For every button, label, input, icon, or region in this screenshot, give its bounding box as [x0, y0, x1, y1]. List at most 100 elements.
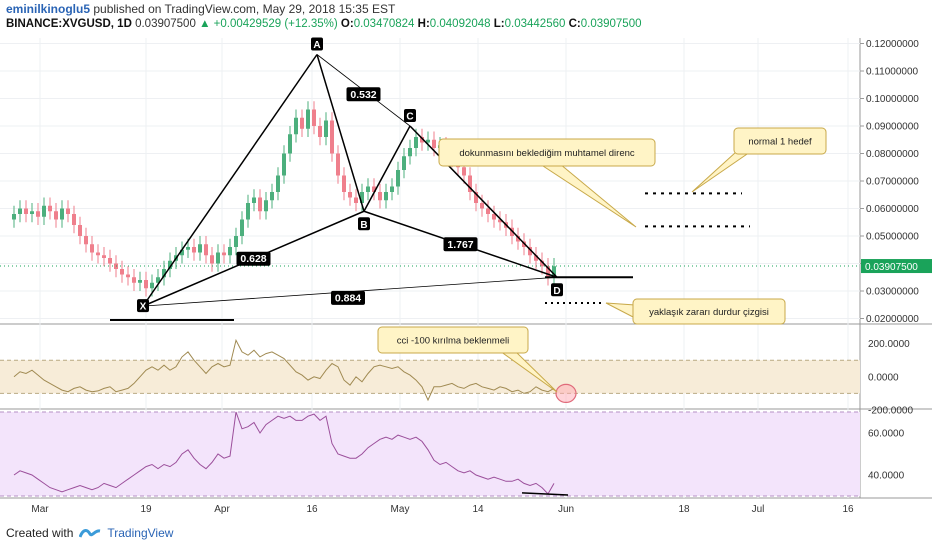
- candle-body: [420, 137, 424, 143]
- candle-body: [78, 225, 82, 236]
- tradingview-logo-icon: [79, 529, 101, 538]
- candle-body: [276, 175, 280, 192]
- candle-body: [324, 120, 328, 137]
- candle-body: [138, 280, 142, 283]
- candle-body: [96, 252, 100, 256]
- price-change: +0.00429529 (+12.35%): [213, 18, 338, 30]
- callout-cci: cci -100 kırılma beklenmeli: [377, 326, 558, 393]
- cci-y-tick-label: 0.0000: [868, 372, 899, 383]
- callout-resistance-text: dokunmasını beklediğim muhtamel direnc: [459, 148, 635, 159]
- candle-body: [258, 197, 262, 212]
- candle-body: [384, 192, 388, 201]
- candle-body: [60, 208, 64, 220]
- point-label-x: X: [140, 302, 147, 313]
- last-price: 0.03907500: [135, 18, 196, 30]
- candle-body: [42, 205, 46, 217]
- candle-body: [342, 175, 346, 192]
- candle-body: [270, 192, 274, 201]
- candle-body: [264, 200, 268, 212]
- rsi-y-tick-label: 40.0000: [868, 471, 905, 482]
- point-marker-a: [311, 37, 323, 51]
- y-tick-label: 0.06000000: [866, 204, 919, 215]
- point-marker-b: [358, 217, 370, 231]
- x-tick-label: 14: [472, 504, 484, 515]
- candle-body: [168, 260, 172, 269]
- candle-body: [54, 211, 58, 220]
- candle-body: [66, 208, 70, 214]
- callout-target-box: [733, 127, 827, 155]
- ratio-label: 0.884: [335, 292, 361, 304]
- x-tick-label: 19: [140, 504, 152, 515]
- candle-body: [534, 255, 538, 261]
- candle-body: [240, 219, 244, 236]
- author-name[interactable]: eminilkinoglu5: [6, 2, 91, 16]
- y-tick-label: 0.09000000: [866, 122, 919, 133]
- candle-body: [480, 203, 484, 209]
- leg-bc: [363, 125, 411, 212]
- candle-body: [180, 249, 184, 256]
- candle-body: [408, 148, 412, 157]
- candle-body: [498, 219, 502, 223]
- y-tick-label: 0.03000000: [866, 287, 919, 298]
- candle-body: [162, 269, 166, 278]
- candle-body: [132, 277, 136, 283]
- candle-body: [198, 244, 202, 253]
- close-value: 0.03907500: [580, 18, 642, 30]
- candle-body: [282, 153, 286, 176]
- rsi-y-tick-label: 60.0000: [868, 429, 905, 440]
- y-tick-label: 0.12000000: [866, 39, 919, 50]
- callout-cci-box: [377, 326, 529, 354]
- leg-xa: [142, 54, 318, 307]
- candle-body: [306, 109, 310, 129]
- created-with-label: Created with: [6, 526, 74, 540]
- candle-body: [354, 197, 358, 203]
- candle-body: [492, 214, 496, 220]
- candle-body: [540, 260, 544, 267]
- callout-target-tail: [691, 151, 752, 193]
- candle-body: [462, 167, 466, 176]
- candle-body: [252, 197, 256, 203]
- tradingview-brand[interactable]: TradingView: [107, 526, 174, 540]
- candle-body: [318, 126, 322, 137]
- candle-body: [102, 255, 106, 258]
- y-tick-label: 0.07000000: [866, 177, 919, 188]
- candle-body: [366, 186, 370, 192]
- ratio-tag: [346, 87, 381, 102]
- candle-body: [426, 139, 430, 143]
- low-value: 0.03442560: [504, 18, 566, 30]
- callout-resistance: dokunmasını beklediğim muhtamel direnc: [438, 138, 656, 228]
- point-label-d: D: [553, 286, 560, 297]
- close-label: C:: [568, 18, 581, 30]
- candle-body: [528, 247, 532, 256]
- candle-body: [216, 252, 220, 264]
- rsi-divergence-line: [521, 492, 569, 496]
- candle-body: [36, 211, 40, 217]
- candles: [12, 101, 556, 297]
- callout-resistance-tail: [538, 163, 637, 228]
- candle-body: [516, 236, 520, 242]
- candle-body: [486, 208, 490, 214]
- candle-body: [18, 208, 22, 214]
- open-value: 0.03470824: [353, 18, 415, 30]
- candle-body: [402, 156, 406, 170]
- ratio-label: 0.628: [240, 253, 266, 265]
- open-label: O:: [340, 18, 354, 30]
- candle-body: [246, 203, 250, 220]
- symbol-label: BINANCE:XVGUSD, 1D: [6, 18, 132, 30]
- x-tick-label: 16: [306, 504, 318, 515]
- candle-body: [108, 258, 112, 264]
- candle-body: [312, 109, 316, 126]
- candle-body: [552, 266, 556, 278]
- candle-body: [288, 134, 292, 154]
- candle-body: [144, 280, 148, 289]
- callout-stop-box: [632, 298, 786, 325]
- point-label-a: A: [313, 40, 320, 51]
- x-tick-label: May: [391, 504, 410, 515]
- candle-body: [546, 266, 550, 278]
- header-title-line: eminilkinoglu5 published on TradingView.…: [6, 2, 395, 16]
- up-arrow-icon: ▲: [199, 18, 211, 30]
- x-tick-label: 18: [678, 504, 690, 515]
- y-tick-label: 0.05000000: [866, 232, 919, 243]
- point-label-b: B: [360, 220, 367, 231]
